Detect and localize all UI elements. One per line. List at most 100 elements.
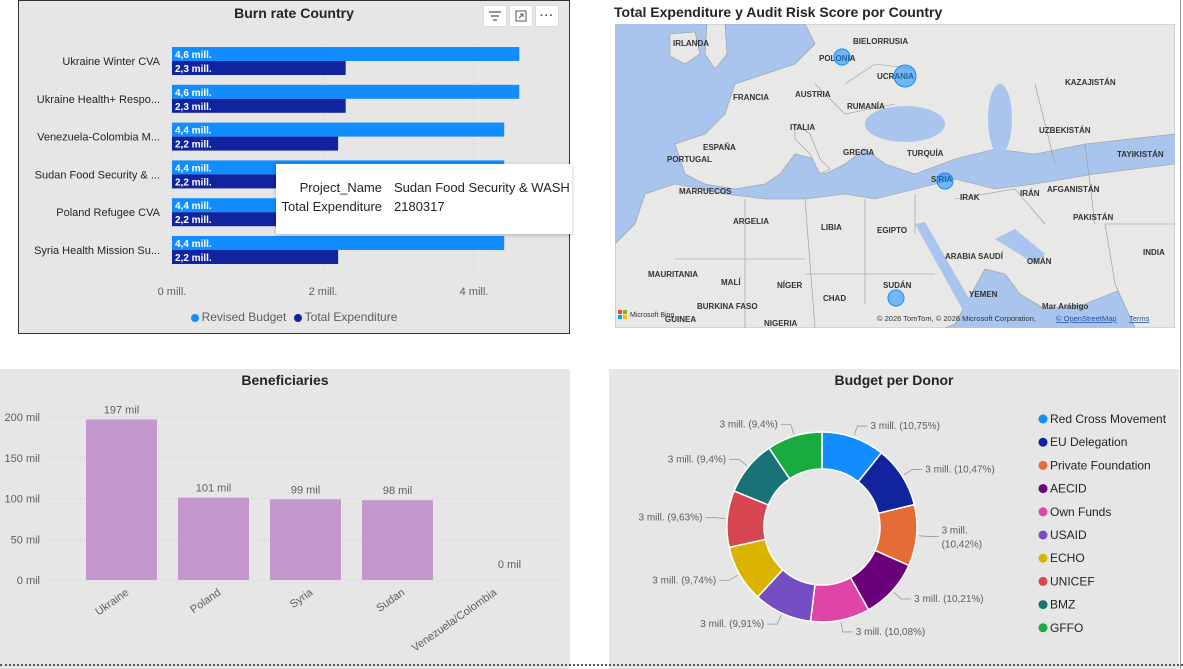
bar: [362, 500, 433, 580]
category-label: Ukraine Winter CVA: [62, 56, 160, 68]
map-country-label: BIELORRUSIA: [853, 37, 908, 46]
budget-data-label: 4,6 mill.: [175, 50, 212, 61]
tooltip-key-expenditure: Total Expenditure: [281, 199, 382, 214]
leader-line: [767, 614, 782, 625]
leader-line: [853, 425, 868, 436]
legend-label: Red Cross Movement: [1050, 412, 1167, 426]
map-country-label: ARGELIA: [733, 217, 769, 226]
country-borders: [675, 63, 1096, 328]
map-country-label: UZBEKISTÁN: [1039, 126, 1091, 135]
y-tick-label: 150 mil: [5, 453, 40, 465]
map-country-label: PAKISTÁN: [1073, 213, 1114, 222]
category-label: Poland Refugee CVA: [56, 207, 160, 219]
legend-label: ECHO: [1050, 551, 1085, 565]
legend-dot: [1038, 600, 1048, 610]
legend-label: UNICEF: [1050, 574, 1095, 588]
expenditure-bar: [172, 136, 339, 151]
more-options-icon[interactable]: ···: [535, 5, 559, 27]
visual-header-icons: ···: [483, 5, 559, 27]
beneficiaries-visual[interactable]: Beneficiaries 0 mil 50 mil 100 mil 150 mil 2…: [0, 369, 570, 669]
legend-expenditure-label: Total Expenditure: [304, 310, 398, 324]
category-label: Venezuela-Colombia M...: [37, 132, 160, 144]
map-country-label: KAZAJISTÁN: [1065, 78, 1116, 87]
legend-budget-label: Revised Budget: [201, 310, 287, 324]
expenditure-bar: [172, 61, 346, 75]
bubble-ukraine[interactable]: [893, 64, 917, 88]
leader-line: [893, 591, 912, 600]
filter-icon[interactable]: [483, 5, 507, 27]
leader-line: [918, 535, 939, 537]
legend-dot: [1038, 553, 1048, 563]
legend-dot-expenditure: [293, 313, 302, 322]
x-category-label: Poland: [188, 587, 223, 616]
expenditure-data-label: 2,3 mill.: [175, 64, 212, 75]
legend-label: Private Foundation: [1050, 458, 1151, 472]
burn-rate-visual[interactable]: Burn rate Country ··· 0 mill. 2 mill. 4 mi…: [18, 0, 572, 334]
map-country-label: TURQUÍA: [907, 149, 944, 158]
map-canvas[interactable]: IRLANDAPOLONIABIELORRUSIAUCRANIAKAZAJIST…: [615, 24, 1175, 328]
budget-bar: [172, 236, 505, 250]
x-tick-label: 4 mill.: [460, 286, 489, 298]
beneficiaries-title: Beneficiaries: [241, 372, 329, 388]
legend-label: USAID: [1050, 528, 1087, 542]
expenditure-bar: [172, 98, 346, 113]
slice-data-label: 3 mill. (9,4%): [668, 454, 726, 465]
map-country-label: ESPAÑA: [703, 143, 736, 152]
legend-label: EU Delegation: [1050, 435, 1127, 449]
beneficiaries-chart: 0 mil 50 mil 100 mil 150 mil 200 mil 197 mil U…: [5, 404, 562, 654]
map-attribution: © 2026 TomTom, © 2026 Microsoft Corporat…: [877, 314, 1036, 323]
budget-donor-visual[interactable]: Budget per Donor 3 mill. (10,75%) 3 mill.…: [609, 369, 1179, 669]
land-india: [1104, 223, 1175, 328]
x-category-label: Venezuela/Colombia: [410, 586, 500, 654]
legend-dot: [1038, 530, 1048, 540]
burn-legend: Revised Budget Total Expenditure: [19, 310, 569, 324]
legend-label: BMZ: [1050, 598, 1075, 612]
map-country-label: IRÁN: [1020, 189, 1040, 198]
map-country-label: NÍGER: [777, 281, 803, 290]
budget-data-label: 4,4 mill.: [175, 239, 212, 250]
bubble-poland[interactable]: [833, 48, 851, 66]
expenditure-data-label: 2,2 mill.: [175, 215, 212, 226]
leader-line: [719, 574, 739, 581]
bubble-syria[interactable]: [936, 172, 954, 190]
osm-link[interactable]: © OpenStreetMap: [1056, 314, 1117, 323]
terms-link[interactable]: Terms: [1129, 314, 1150, 323]
legend-dot: [1038, 437, 1048, 447]
page-right-border: [1180, 0, 1181, 669]
y-tick-label: 100 mil: [5, 494, 40, 506]
map-country-label: MALÍ: [721, 278, 741, 287]
map-country-label: ARABIA SAUDÍ: [945, 252, 1004, 261]
budget-bar: [172, 84, 520, 99]
page-bottom-border: [0, 664, 1183, 666]
land-europe-asia: [674, 24, 1175, 190]
slice-data-label: 3 mill. (9,63%): [639, 513, 703, 524]
legend-dot: [1038, 460, 1048, 470]
bar-data-label: 98 mil: [383, 485, 412, 497]
map-country-label: FRANCIA: [733, 93, 769, 102]
legend-label: AECID: [1050, 482, 1087, 496]
leader-line: [729, 458, 748, 466]
y-tick-label: 0 mil: [17, 575, 40, 587]
donut-slice: [768, 431, 823, 480]
map-visual[interactable]: Total Expenditure y Audit Risk Score por…: [610, 0, 1178, 334]
leader-line: [840, 622, 853, 633]
legend-dot-budget: [190, 313, 199, 322]
legend-dot: [1038, 507, 1048, 517]
bar: [178, 497, 249, 580]
map-title: Total Expenditure y Audit Risk Score por…: [614, 4, 943, 20]
y-tick-label: 50 mil: [11, 534, 40, 546]
red-sea: [915, 222, 975, 314]
focus-mode-icon[interactable]: [509, 5, 533, 27]
map-country-label: CHAD: [823, 294, 846, 303]
bar-data-label: 197 mil: [104, 404, 139, 416]
leader-line: [705, 517, 726, 519]
slice-data-label: 3 mill. (9,91%): [700, 619, 764, 630]
x-category-label: Ukraine: [93, 587, 131, 619]
x-category-label: Sudan: [374, 587, 407, 615]
bubble-sudan[interactable]: [887, 289, 905, 307]
legend-label: Own Funds: [1050, 505, 1111, 519]
category-label: Syria Health Mission Su...: [34, 245, 160, 257]
map-country-label: TAYIKISTÁN: [1117, 150, 1164, 159]
expenditure-data-label: 2,2 mill.: [175, 177, 212, 188]
budget-data-label: 4,4 mill.: [175, 201, 212, 212]
